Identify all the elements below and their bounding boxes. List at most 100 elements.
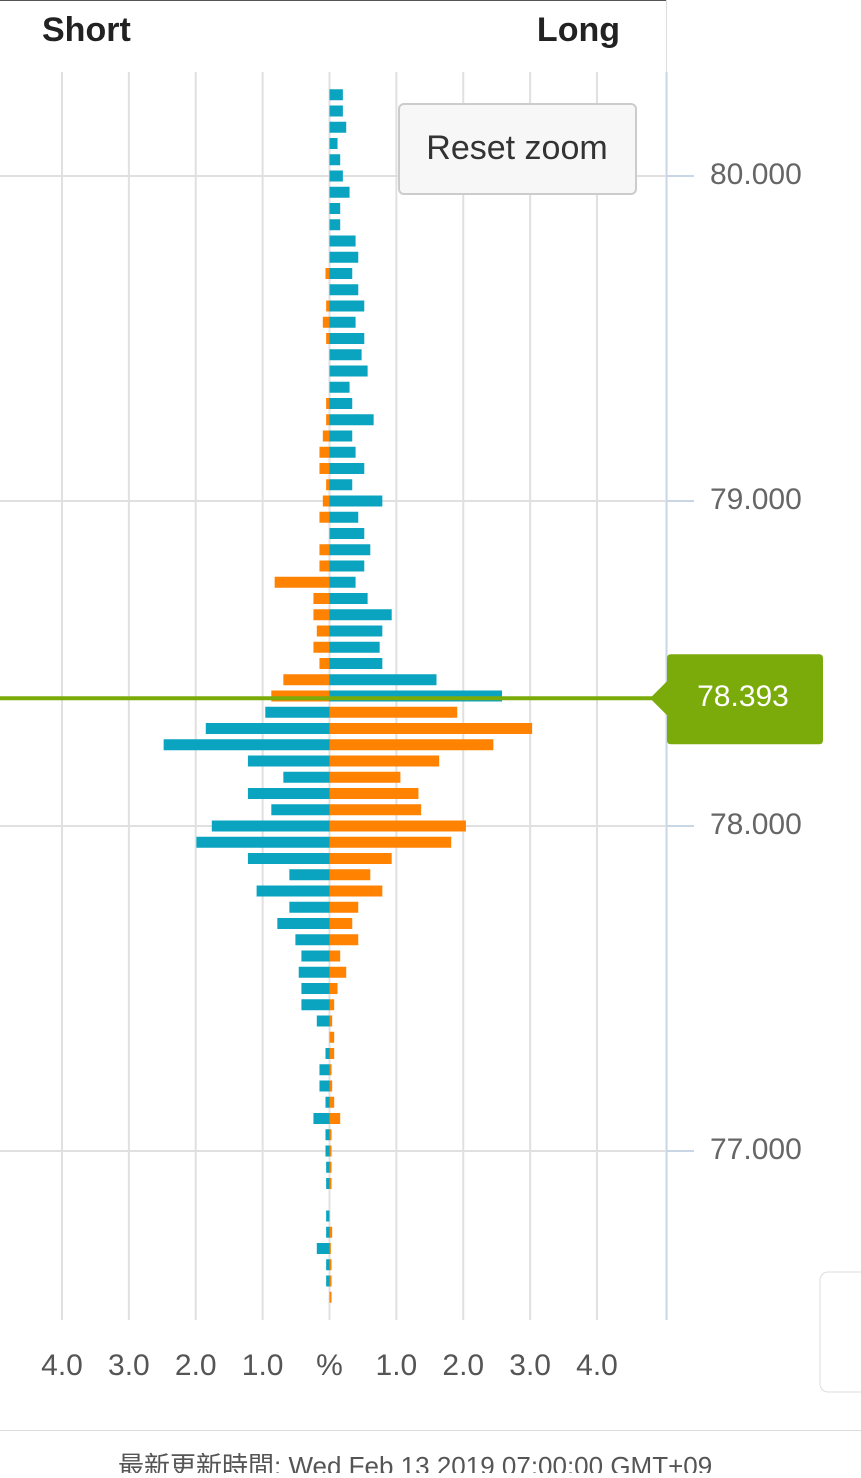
long-bar bbox=[329, 576, 356, 588]
long-bar bbox=[329, 414, 374, 426]
short-bar bbox=[247, 788, 330, 799]
long-bar bbox=[329, 105, 343, 117]
x-tick-label: 4.0 bbox=[576, 1349, 618, 1382]
long-bar bbox=[329, 495, 383, 507]
short-bar bbox=[316, 1243, 330, 1254]
long-bar bbox=[329, 983, 338, 994]
long-bar bbox=[329, 836, 452, 848]
long-bar bbox=[329, 885, 383, 897]
long-bar bbox=[329, 398, 353, 409]
long-bar bbox=[329, 1259, 332, 1271]
short-bar bbox=[322, 430, 330, 442]
short-bar bbox=[326, 1161, 330, 1173]
long-bar bbox=[329, 609, 392, 621]
long-bar bbox=[329, 511, 359, 523]
long-bar bbox=[329, 235, 356, 247]
short-bar bbox=[283, 771, 330, 783]
current-price-label: 78.393 bbox=[697, 680, 789, 713]
short-bar bbox=[289, 869, 330, 881]
y-tick-label: 77.000 bbox=[710, 1133, 802, 1166]
short-bar bbox=[326, 333, 330, 344]
x-tick-label: 1.0 bbox=[242, 1349, 284, 1382]
long-bar bbox=[329, 528, 365, 539]
button-label[interactable]: Reset zoom bbox=[426, 129, 607, 167]
short-bar bbox=[326, 1226, 330, 1238]
long-bar bbox=[329, 381, 350, 393]
long-bar bbox=[329, 430, 353, 442]
x-tick-label: 3.0 bbox=[509, 1349, 551, 1382]
short-bar bbox=[313, 1113, 330, 1124]
long-bar bbox=[329, 203, 341, 214]
short-bar bbox=[319, 658, 330, 669]
short-bar bbox=[298, 966, 330, 978]
short-bar bbox=[319, 511, 330, 523]
short-bar bbox=[319, 446, 330, 458]
long-bar bbox=[329, 1129, 332, 1141]
long-bar bbox=[329, 284, 359, 296]
long-bar bbox=[329, 1178, 332, 1189]
long-bar bbox=[329, 1226, 333, 1238]
long-bar bbox=[329, 690, 503, 702]
long-bar bbox=[329, 771, 401, 783]
x-tick-label: 4.0 bbox=[41, 1349, 83, 1382]
long-bar bbox=[329, 1275, 332, 1287]
short-bar bbox=[325, 268, 330, 279]
short-bar bbox=[271, 690, 330, 702]
short-bar bbox=[326, 1275, 330, 1287]
short-bar bbox=[319, 544, 330, 556]
short-bar bbox=[319, 463, 330, 474]
short-bar bbox=[301, 950, 330, 962]
x-tick-label: 2.0 bbox=[442, 1349, 484, 1382]
long-bar bbox=[329, 170, 343, 182]
short-bar bbox=[313, 593, 330, 604]
short-bar bbox=[325, 1096, 330, 1108]
short-bar bbox=[326, 1210, 330, 1222]
short-bar bbox=[196, 836, 330, 848]
long-bar bbox=[329, 918, 353, 929]
short-bar bbox=[322, 316, 330, 328]
long-bar bbox=[329, 463, 365, 474]
header-short: Short bbox=[42, 11, 131, 49]
x-tick-label: 1.0 bbox=[376, 1349, 418, 1382]
short-bar bbox=[325, 1129, 330, 1141]
short-bar bbox=[295, 934, 330, 946]
long-bar bbox=[329, 1031, 335, 1043]
short-bar bbox=[301, 999, 330, 1011]
long-bar bbox=[329, 869, 371, 881]
short-bar bbox=[325, 1048, 330, 1059]
long-bar bbox=[329, 300, 365, 312]
long-bar bbox=[329, 755, 440, 767]
button-frame[interactable] bbox=[398, 103, 637, 195]
long-bar bbox=[329, 658, 383, 669]
short-bar bbox=[289, 901, 330, 913]
long-bar bbox=[329, 804, 422, 816]
long-bar bbox=[329, 1145, 332, 1157]
short-bar bbox=[271, 804, 330, 816]
long-bar bbox=[329, 934, 359, 946]
short-bar bbox=[319, 560, 330, 572]
long-bar bbox=[329, 89, 343, 101]
long-bar bbox=[329, 1015, 333, 1027]
short-bar bbox=[316, 1015, 330, 1027]
long-bar bbox=[329, 186, 350, 198]
reset-zoom-button[interactable]: Reset zoom bbox=[398, 103, 637, 195]
long-bar bbox=[329, 219, 341, 231]
long-bar bbox=[329, 1096, 335, 1108]
short-bar bbox=[326, 414, 330, 426]
long-bar bbox=[329, 446, 356, 458]
footer-text: 最新更新時間: Wed Feb 13 2019 07:00:00 GMT+09 bbox=[118, 1451, 712, 1473]
short-bar bbox=[326, 479, 330, 491]
short-bar bbox=[316, 625, 330, 637]
long-bar bbox=[329, 1048, 335, 1059]
long-bar bbox=[329, 641, 380, 653]
short-bar bbox=[277, 918, 330, 929]
long-bar bbox=[329, 901, 359, 913]
short-bar bbox=[326, 398, 330, 409]
long-bar bbox=[329, 999, 335, 1011]
plot: 4.0 3.0 2.0 1.0% 1.0 2.0 3.0 4.0 80.000 79.000 78.… bbox=[0, 72, 823, 1382]
short-bar bbox=[326, 1178, 330, 1189]
short-bar bbox=[256, 885, 330, 897]
long-bar bbox=[329, 349, 362, 361]
long-bar bbox=[329, 154, 341, 166]
